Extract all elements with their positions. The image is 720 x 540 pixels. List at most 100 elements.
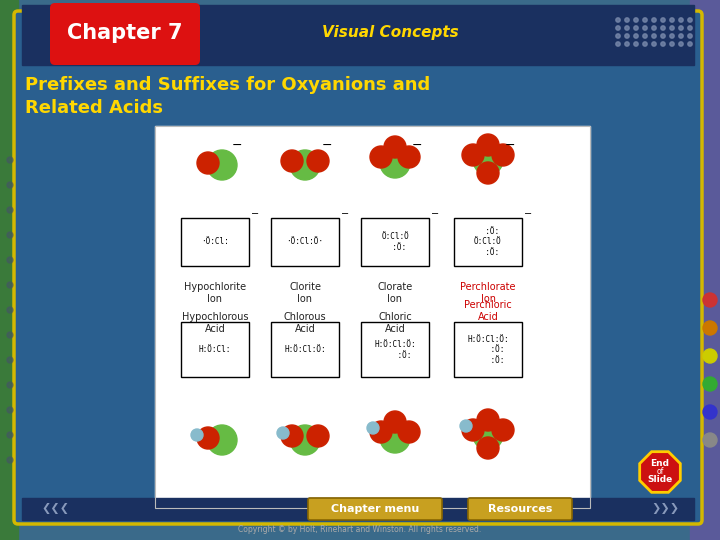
Circle shape	[197, 427, 219, 449]
Text: Visual Concepts: Visual Concepts	[322, 25, 459, 40]
Text: ·Ö:Cl:Ö·: ·Ö:Cl:Ö·	[287, 238, 323, 246]
Bar	[181, 218, 249, 266]
Text: −: −	[322, 138, 332, 152]
Circle shape	[661, 26, 665, 30]
Bar	[0, 0, 18, 540]
Circle shape	[670, 42, 674, 46]
Text: H:Ö:Cl:Ö:: H:Ö:Cl:Ö:	[284, 346, 326, 354]
Circle shape	[643, 42, 647, 46]
Circle shape	[462, 144, 484, 166]
Circle shape	[492, 144, 514, 166]
Circle shape	[7, 232, 13, 238]
Circle shape	[688, 26, 692, 30]
Circle shape	[634, 18, 638, 22]
Circle shape	[7, 432, 13, 438]
Circle shape	[384, 136, 406, 158]
Circle shape	[197, 152, 219, 174]
Text: Resources: Resources	[488, 504, 552, 514]
Text: −: −	[524, 209, 532, 219]
Circle shape	[477, 134, 499, 156]
Text: Chloric
Acid: Chloric Acid	[378, 312, 412, 334]
Circle shape	[290, 150, 320, 180]
Circle shape	[670, 18, 674, 22]
Bar	[155, 126, 590, 508]
Circle shape	[7, 182, 13, 188]
Text: Perchlorate
Ion: Perchlorate Ion	[460, 282, 516, 303]
Circle shape	[679, 26, 683, 30]
Circle shape	[643, 18, 647, 22]
Circle shape	[625, 34, 629, 38]
Bar	[690, 0, 720, 540]
Circle shape	[643, 34, 647, 38]
Circle shape	[207, 425, 237, 455]
FancyBboxPatch shape	[50, 3, 200, 65]
Circle shape	[477, 437, 499, 459]
Bar	[361, 322, 429, 377]
Circle shape	[688, 42, 692, 46]
Circle shape	[380, 148, 410, 178]
Circle shape	[616, 42, 620, 46]
Circle shape	[661, 34, 665, 38]
Text: of: of	[657, 468, 664, 476]
Bar	[361, 218, 429, 266]
Text: −: −	[341, 209, 349, 219]
Text: Copyright © by Holt, Rinehart and Winston. All rights reserved.: Copyright © by Holt, Rinehart and Winsto…	[238, 525, 482, 535]
Circle shape	[477, 162, 499, 184]
Bar	[181, 322, 249, 377]
Circle shape	[661, 18, 665, 22]
Circle shape	[616, 26, 620, 30]
Circle shape	[191, 429, 203, 441]
Text: Hypochlorous
Acid: Hypochlorous Acid	[181, 312, 248, 334]
Circle shape	[7, 282, 13, 288]
Circle shape	[625, 18, 629, 22]
Circle shape	[7, 357, 13, 363]
Circle shape	[634, 42, 638, 46]
Text: Clorate
Ion: Clorate Ion	[377, 282, 413, 303]
Circle shape	[7, 332, 13, 338]
Text: ·Ö:Cl:: ·Ö:Cl:	[201, 238, 229, 246]
Circle shape	[703, 377, 717, 391]
Circle shape	[703, 405, 717, 419]
Circle shape	[7, 157, 13, 163]
Circle shape	[307, 150, 329, 172]
Circle shape	[634, 26, 638, 30]
Text: Clorite
Ion: Clorite Ion	[289, 282, 321, 303]
Circle shape	[462, 419, 484, 441]
Circle shape	[7, 307, 13, 313]
Circle shape	[7, 407, 13, 413]
Circle shape	[679, 18, 683, 22]
Circle shape	[625, 26, 629, 30]
Text: H:Ö:Cl:Ö:
    :Ö:: H:Ö:Cl:Ö: :Ö:	[374, 340, 416, 360]
Bar	[155, 126, 590, 508]
Circle shape	[703, 321, 717, 335]
Circle shape	[616, 18, 620, 22]
Text: Ö:Cl:Ö
  :Ö:: Ö:Cl:Ö :Ö:	[381, 232, 409, 252]
Text: Related Acids: Related Acids	[25, 99, 163, 117]
Text: Prefixes and Suffixes for Oxyanions and: Prefixes and Suffixes for Oxyanions and	[25, 76, 431, 94]
Circle shape	[384, 411, 406, 433]
Circle shape	[652, 18, 656, 22]
Circle shape	[207, 150, 237, 180]
Text: −: −	[505, 138, 516, 152]
Circle shape	[688, 34, 692, 38]
Text: :Ö:
Ö:Cl:Ö
  :Ö:: :Ö: Ö:Cl:Ö :Ö:	[474, 227, 502, 257]
Circle shape	[380, 423, 410, 453]
Circle shape	[398, 146, 420, 168]
Text: Perchloric
Acid: Perchloric Acid	[464, 300, 512, 322]
Circle shape	[7, 457, 13, 463]
Circle shape	[634, 34, 638, 38]
Circle shape	[652, 42, 656, 46]
Text: Chapter 7: Chapter 7	[67, 23, 183, 43]
Bar	[271, 322, 339, 377]
Text: End: End	[650, 460, 670, 469]
Circle shape	[277, 427, 289, 439]
Circle shape	[679, 42, 683, 46]
Circle shape	[460, 420, 472, 432]
Text: ❯❯❯: ❯❯❯	[651, 503, 679, 515]
Circle shape	[652, 34, 656, 38]
Circle shape	[625, 42, 629, 46]
Circle shape	[370, 146, 392, 168]
Circle shape	[370, 421, 392, 443]
Circle shape	[7, 257, 13, 263]
Bar	[22, 498, 694, 520]
